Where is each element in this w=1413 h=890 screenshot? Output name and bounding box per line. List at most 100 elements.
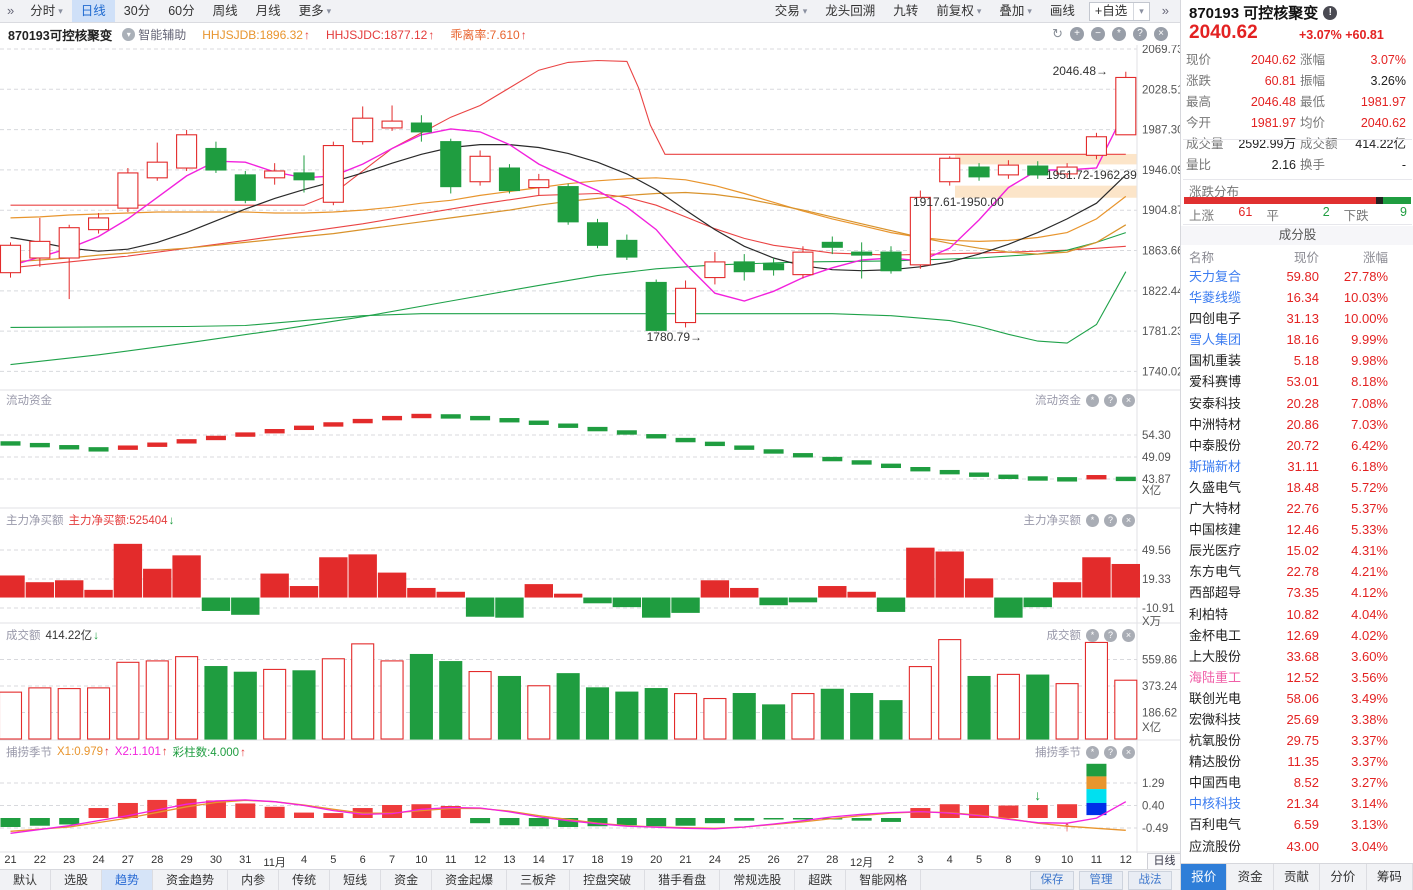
toolbar-item-交易[interactable]: 交易 ▾ xyxy=(766,0,817,22)
stock-row[interactable]: 广大特材 22.76 5.37% xyxy=(1189,498,1388,519)
quote-tab-分价[interactable]: 分价 xyxy=(1320,864,1367,890)
season-panel-header: 捕捞季节 *? × xyxy=(1035,744,1135,760)
help-icon[interactable]: ? xyxy=(1104,745,1117,759)
stock-row[interactable]: 金杯电工 12.69 4.02% xyxy=(1189,625,1388,646)
action-保存[interactable]: 保存 xyxy=(1030,871,1074,890)
strategy-猎手看盘[interactable]: 猎手看盘 xyxy=(645,870,721,890)
toolbar-item-画线[interactable]: 画线 xyxy=(1049,4,1075,18)
help-icon[interactable]: ? xyxy=(1104,513,1117,527)
quote-tab-报价[interactable]: 报价 xyxy=(1181,864,1228,890)
stock-row[interactable]: 爱科赛博 53.01 8.18% xyxy=(1189,371,1388,392)
svg-text:-0.49: -0.49 xyxy=(1142,823,1168,835)
strategy-资金起爆[interactable]: 资金起爆 xyxy=(432,870,508,890)
stock-row[interactable]: 西部超导 73.35 4.12% xyxy=(1189,582,1388,603)
toolbar-item-前复权[interactable]: 前复权 ▾ xyxy=(927,0,990,22)
close-icon[interactable]: × xyxy=(1154,27,1168,41)
stock-row[interactable]: 精达股份 11.35 3.37% xyxy=(1189,751,1388,772)
stock-row[interactable]: 海陆重工 12.52 3.56% xyxy=(1189,667,1388,688)
candlestick-chart[interactable]: 2069.73 2028.51 1987.30 1946.09 1904.87 1863.… xyxy=(0,45,1180,853)
stock-row[interactable]: 华菱线缆 16.34 10.03% xyxy=(1189,287,1388,308)
stock-row[interactable]: 中核科技 21.34 3.14% xyxy=(1189,793,1388,814)
stock-price: 33.68 xyxy=(1286,648,1319,664)
date-tick: 31 xyxy=(239,854,252,866)
quote-tab-贡献[interactable]: 贡献 xyxy=(1274,864,1321,890)
stock-row[interactable]: 杭氧股份 29.75 3.37% xyxy=(1189,730,1388,751)
smart-assist-toggle[interactable]: ▾ 智能辅助 xyxy=(122,26,186,43)
strategy-三板斧[interactable]: 三板斧 xyxy=(507,870,571,890)
toolbar-item-分时[interactable]: 分时 ▾ xyxy=(21,0,72,22)
stock-row[interactable]: 宏微科技 25.69 3.38% xyxy=(1189,709,1388,730)
quote-tab-资金[interactable]: 资金 xyxy=(1227,864,1274,890)
stock-row[interactable]: 中洲特材 20.86 7.03% xyxy=(1189,414,1388,435)
stock-row[interactable]: 辰光医疗 15.02 4.31% xyxy=(1189,540,1388,561)
gear-icon[interactable]: * xyxy=(1086,745,1099,759)
toolbar-item-30分[interactable]: 30分 xyxy=(123,4,151,18)
stock-row[interactable]: 国机重装 5.18 9.98% xyxy=(1189,350,1388,371)
stock-name: 西部超导 xyxy=(1189,585,1242,601)
toolbar-item-»[interactable]: » xyxy=(7,3,15,18)
stock-row[interactable]: 东方电气 22.78 4.21% xyxy=(1189,561,1388,582)
strategy-选股[interactable]: 选股 xyxy=(51,870,103,890)
stock-row[interactable]: 上大股份 33.68 3.60% xyxy=(1189,646,1388,667)
strategy-超跌[interactable]: 超跌 xyxy=(795,870,847,890)
stock-row[interactable]: 中泰股份 20.72 6.42% xyxy=(1189,435,1388,456)
toolbar-item-月线[interactable]: 月线 xyxy=(255,4,281,18)
strategy-默认[interactable]: 默认 xyxy=(0,870,52,890)
period-indicator[interactable]: 日线 xyxy=(1147,853,1182,870)
date-tick: 28 xyxy=(151,854,164,866)
chevron-down-icon: ▾ xyxy=(1133,2,1144,20)
stock-price: 20.86 xyxy=(1286,416,1319,432)
strategy-传统[interactable]: 传统 xyxy=(279,870,331,890)
help-icon[interactable]: ? xyxy=(1104,393,1117,407)
info-icon[interactable]: ! xyxy=(1323,5,1338,20)
candles[interactable] xyxy=(0,71,1137,332)
stock-row[interactable]: 联创光电 58.06 3.49% xyxy=(1189,688,1388,709)
quote-tab-筹码[interactable]: 筹码 xyxy=(1367,864,1413,890)
close-icon[interactable]: × xyxy=(1122,513,1135,527)
stock-row[interactable]: 利柏特 10.82 4.04% xyxy=(1189,604,1388,625)
date-tick: 8 xyxy=(1005,854,1012,866)
strategy-控盘突破[interactable]: 控盘突破 xyxy=(570,870,646,890)
toolbar-item-»[interactable]: » xyxy=(1161,3,1169,18)
toolbar-item-+自选[interactable]: +自选 ▾ xyxy=(1088,1,1150,21)
strategy-智能网格[interactable]: 智能网格 xyxy=(846,870,922,890)
action-战法[interactable]: 战法 xyxy=(1128,871,1172,890)
stock-row[interactable]: 天力复合 59.80 27.78% xyxy=(1189,266,1388,287)
strategy-趋势[interactable]: 趋势 xyxy=(102,870,154,890)
stock-row[interactable]: 应流股份 43.00 3.04% xyxy=(1189,836,1388,857)
toolbar-item-叠加[interactable]: 叠加 ▾ xyxy=(990,0,1041,22)
gear-icon[interactable]: * xyxy=(1086,393,1099,407)
toolbar-item-日线[interactable]: 日线 xyxy=(71,0,115,22)
help-icon[interactable]: ? xyxy=(1133,27,1147,41)
settings-icon[interactable]: * xyxy=(1112,27,1126,41)
toolbar-item-更多[interactable]: 更多 ▾ xyxy=(290,0,341,22)
toolbar-item-周线[interactable]: 周线 xyxy=(212,4,238,18)
stock-row[interactable]: 斯瑞新材 31.11 6.18% xyxy=(1189,456,1388,477)
zoom-in-icon[interactable]: + xyxy=(1070,27,1084,41)
stock-row[interactable]: 中国核建 12.46 5.33% xyxy=(1189,519,1388,540)
gear-icon[interactable]: * xyxy=(1086,628,1099,642)
toolbar-item-龙头回溯[interactable]: 龙头回溯 xyxy=(825,4,876,18)
gear-icon[interactable]: * xyxy=(1086,513,1099,527)
toolbar-item-九转[interactable]: 九转 xyxy=(893,4,919,18)
strategy-资金[interactable]: 资金 xyxy=(381,870,433,890)
close-icon[interactable]: × xyxy=(1122,628,1135,642)
stock-row[interactable]: 雪人集团 18.16 9.99% xyxy=(1189,329,1388,350)
stock-row[interactable]: 四创电子 31.13 10.00% xyxy=(1189,308,1388,329)
close-icon[interactable]: × xyxy=(1122,393,1135,407)
zoom-out-icon[interactable]: − xyxy=(1091,27,1105,41)
help-icon[interactable]: ? xyxy=(1104,628,1117,642)
season-legend-value: X1:0.979↑ xyxy=(57,746,110,758)
strategy-内参[interactable]: 内参 xyxy=(228,870,280,890)
toolbar-item-60分[interactable]: 60分 xyxy=(168,4,195,18)
strategy-资金趋势[interactable]: 资金趋势 xyxy=(153,870,229,890)
stock-row[interactable]: 安泰科技 20.28 7.08% xyxy=(1189,393,1388,414)
close-icon[interactable]: × xyxy=(1122,745,1135,759)
strategy-短线[interactable]: 短线 xyxy=(330,870,382,890)
refresh-icon[interactable]: ↻ xyxy=(1052,26,1063,41)
strategy-常规选股[interactable]: 常规选股 xyxy=(720,870,796,890)
stock-row[interactable]: 久盛电气 18.48 5.72% xyxy=(1189,477,1388,498)
action-管理[interactable]: 管理 xyxy=(1079,871,1123,890)
stock-row[interactable]: 中国西电 8.52 3.27% xyxy=(1189,772,1388,793)
stock-row[interactable]: 百利电气 6.59 3.13% xyxy=(1189,814,1388,835)
